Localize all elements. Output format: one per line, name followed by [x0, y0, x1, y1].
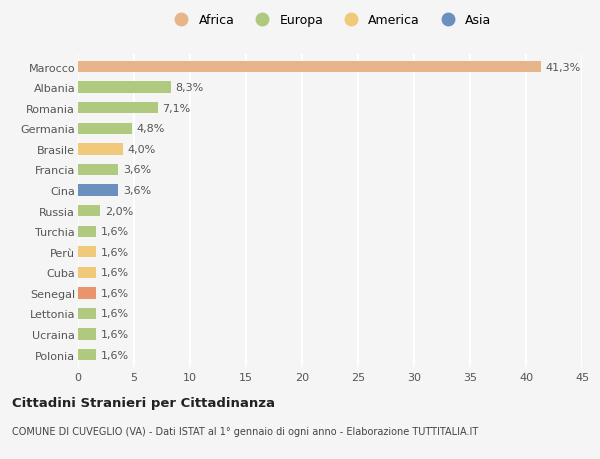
Text: 1,6%: 1,6%	[100, 350, 128, 360]
Text: 3,6%: 3,6%	[123, 185, 151, 196]
Bar	[78, 164, 118, 176]
Text: 1,6%: 1,6%	[100, 247, 128, 257]
Text: 4,8%: 4,8%	[136, 124, 164, 134]
Text: 7,1%: 7,1%	[162, 103, 190, 113]
Bar	[78, 329, 96, 340]
Bar	[78, 123, 132, 134]
Text: 1,6%: 1,6%	[100, 330, 128, 339]
Bar	[78, 308, 96, 319]
Text: COMUNE DI CUVEGLIO (VA) - Dati ISTAT al 1° gennaio di ogni anno - Elaborazione T: COMUNE DI CUVEGLIO (VA) - Dati ISTAT al …	[12, 426, 478, 436]
Bar	[78, 82, 171, 94]
Bar	[78, 103, 158, 114]
Text: 1,6%: 1,6%	[100, 288, 128, 298]
Bar	[78, 246, 96, 258]
Bar	[78, 185, 118, 196]
Text: 1,6%: 1,6%	[100, 268, 128, 278]
Text: 1,6%: 1,6%	[100, 227, 128, 237]
Bar	[78, 349, 96, 360]
Text: 8,3%: 8,3%	[175, 83, 203, 93]
Bar	[78, 288, 96, 299]
Text: 3,6%: 3,6%	[123, 165, 151, 175]
Text: 1,6%: 1,6%	[100, 309, 128, 319]
Legend: Africa, Europa, America, Asia: Africa, Europa, America, Asia	[166, 11, 494, 29]
Bar	[78, 226, 96, 237]
Bar	[78, 267, 96, 279]
Text: 41,3%: 41,3%	[545, 62, 580, 73]
Bar	[78, 62, 541, 73]
Text: 2,0%: 2,0%	[105, 206, 133, 216]
Bar	[78, 144, 123, 155]
Text: 4,0%: 4,0%	[127, 145, 155, 155]
Bar	[78, 206, 100, 217]
Text: Cittadini Stranieri per Cittadinanza: Cittadini Stranieri per Cittadinanza	[12, 396, 275, 409]
